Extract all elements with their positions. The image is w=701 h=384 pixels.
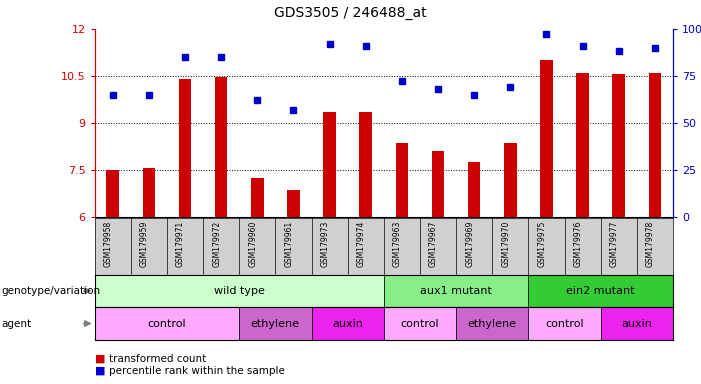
- Bar: [613, 74, 625, 217]
- Text: control: control: [148, 318, 186, 329]
- Text: GSM179959: GSM179959: [140, 220, 149, 267]
- Text: auxin: auxin: [332, 318, 363, 329]
- Text: GSM179974: GSM179974: [357, 220, 366, 267]
- Bar: [395, 143, 408, 217]
- Bar: [648, 73, 661, 217]
- Bar: [601, 307, 673, 340]
- Text: GSM179958: GSM179958: [104, 220, 113, 267]
- Text: GSM179960: GSM179960: [248, 220, 257, 267]
- Bar: [432, 151, 444, 217]
- Text: ■: ■: [95, 354, 105, 364]
- Text: GSM179977: GSM179977: [610, 220, 619, 267]
- Bar: [576, 73, 589, 217]
- Bar: [529, 307, 601, 340]
- Text: wild type: wild type: [214, 286, 265, 296]
- Bar: [311, 307, 384, 340]
- Text: GSM179971: GSM179971: [176, 220, 185, 267]
- Bar: [95, 275, 384, 307]
- Text: control: control: [401, 318, 440, 329]
- Text: ethylene: ethylene: [251, 318, 300, 329]
- Text: agent: agent: [1, 318, 32, 329]
- Text: GSM179970: GSM179970: [501, 220, 510, 267]
- Text: GSM179973: GSM179973: [320, 220, 329, 267]
- Text: GSM179978: GSM179978: [646, 220, 655, 267]
- Text: GSM179975: GSM179975: [538, 220, 547, 267]
- Bar: [384, 275, 529, 307]
- Text: GSM179976: GSM179976: [573, 220, 583, 267]
- Bar: [142, 168, 155, 217]
- Text: control: control: [545, 318, 584, 329]
- Text: GSM179972: GSM179972: [212, 220, 221, 267]
- Bar: [504, 143, 517, 217]
- Bar: [215, 78, 227, 217]
- Bar: [468, 162, 480, 217]
- Bar: [456, 307, 529, 340]
- Text: percentile rank within the sample: percentile rank within the sample: [109, 366, 285, 376]
- Text: GSM179967: GSM179967: [429, 220, 438, 267]
- Bar: [95, 307, 239, 340]
- Text: ethylene: ethylene: [468, 318, 517, 329]
- Bar: [179, 79, 191, 217]
- Bar: [384, 307, 456, 340]
- Text: ■: ■: [95, 366, 105, 376]
- Bar: [360, 112, 372, 217]
- Text: GDS3505 / 246488_at: GDS3505 / 246488_at: [274, 6, 427, 20]
- Text: aux1 mutant: aux1 mutant: [420, 286, 492, 296]
- Bar: [529, 275, 673, 307]
- Bar: [107, 170, 119, 217]
- Text: genotype/variation: genotype/variation: [1, 286, 100, 296]
- Bar: [239, 307, 311, 340]
- Text: GSM179963: GSM179963: [393, 220, 402, 267]
- Text: auxin: auxin: [621, 318, 652, 329]
- Bar: [323, 112, 336, 217]
- Bar: [287, 190, 300, 217]
- Text: GSM179969: GSM179969: [465, 220, 474, 267]
- Bar: [251, 178, 264, 217]
- Bar: [540, 60, 553, 217]
- Text: transformed count: transformed count: [109, 354, 206, 364]
- Text: GSM179961: GSM179961: [285, 220, 294, 267]
- Text: ein2 mutant: ein2 mutant: [566, 286, 635, 296]
